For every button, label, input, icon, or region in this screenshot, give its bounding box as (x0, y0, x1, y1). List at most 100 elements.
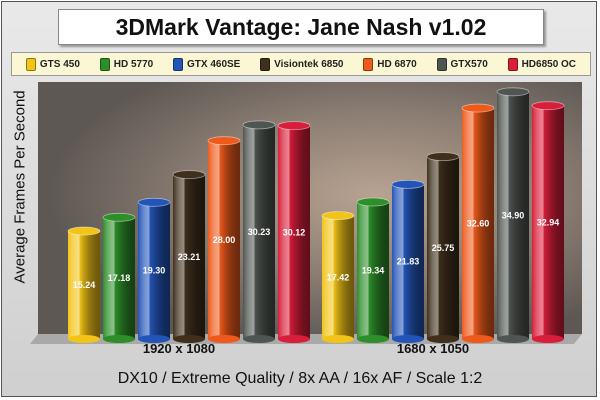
legend-label: GTS 450 (39, 58, 80, 70)
legend-item-hd6850-oc: HD6850 OC (507, 57, 577, 71)
bar-cap (67, 226, 101, 236)
legend: GTS 450 HD 5770 GTX 460SE Visiontek 6850 HD … (11, 52, 591, 76)
bar-gtx570-1680-x-1050: 34.90 (496, 87, 530, 343)
category-labels: 1920 x 1080 1680 x 1050 (143, 341, 469, 356)
legend-swatch (99, 57, 110, 71)
bar-base (497, 335, 529, 343)
legend-swatch (436, 57, 447, 71)
bar-shade (208, 140, 240, 339)
bar-value-label: 34.90 (502, 210, 525, 220)
bar-value-label: 30.12 (283, 227, 306, 237)
bar-shade (278, 125, 310, 340)
bar-cap (242, 120, 276, 130)
bar-shade (357, 202, 389, 339)
bar-value-label: 15.24 (73, 280, 96, 290)
bar-value-label: 28.00 (213, 235, 236, 245)
bar-base (462, 335, 494, 343)
chart-title: 3DMark Vantage: Jane Nash v1.02 (58, 9, 544, 45)
bar-cap (356, 197, 390, 207)
bar-value-label: 17.42 (327, 272, 350, 282)
bar-cap (531, 101, 565, 111)
bar-shade (103, 217, 135, 339)
bar-hd-5770-1680-x-1050: 19.34 (356, 197, 390, 343)
bar-base (208, 335, 240, 343)
bar-cap (137, 197, 171, 207)
bar-gtx570-1920-x-1080: 30.23 (242, 120, 276, 343)
bar-hd-6870-1920-x-1080: 28.00 (207, 136, 241, 343)
bar-shade (243, 124, 275, 339)
bar-value-label: 32.60 (467, 219, 490, 229)
bar-shade (68, 231, 100, 339)
bar-hd6850-oc-1680-x-1050: 32.94 (531, 101, 565, 343)
bar-value-label: 21.83 (397, 257, 420, 267)
bar-gtx-460se-1680-x-1050: 21.83 (391, 179, 425, 343)
legend-label: HD 6870 (377, 58, 417, 70)
bar-gts-450-1920-x-1080: 15.24 (67, 226, 101, 343)
bar-base (392, 335, 424, 343)
bar-visiontek-6850-1920-x-1080: 23.21 (172, 170, 206, 343)
bar-base (322, 335, 354, 343)
legend-item-gtx-460se: GTX 460SE (172, 57, 241, 71)
legend-swatch (363, 57, 374, 71)
bar-shade (462, 108, 494, 339)
bar-value-label: 23.21 (178, 252, 201, 262)
bar-cap (426, 152, 460, 162)
bar-base (427, 335, 459, 343)
bar-base (68, 335, 100, 343)
bar-hd-6870-1680-x-1050: 32.60 (461, 103, 495, 343)
legend-item-gts-450: GTS 450 (25, 57, 80, 71)
bar-value-label: 17.18 (108, 273, 131, 283)
legend-label: GTX 460SE (186, 58, 241, 70)
bar-cap (172, 170, 206, 179)
bar-cap (391, 179, 425, 189)
bar-shade (173, 174, 205, 339)
bar-shade (138, 202, 170, 339)
legend-swatch (507, 57, 518, 71)
bar-gtx-460se-1920-x-1080: 19.30 (137, 197, 171, 343)
bar-value-label: 32.94 (537, 217, 560, 227)
bar-shade (322, 215, 354, 339)
legend-item-hd-6870: HD 6870 (363, 57, 417, 71)
bar-hd6850-oc-1920-x-1080: 30.12 (277, 121, 311, 343)
category-label-1920-x-1080: 1920 x 1080 (143, 341, 215, 356)
bar-cap (102, 212, 136, 222)
bar-base (173, 335, 205, 343)
bar-base (532, 335, 564, 343)
bar-base (138, 335, 170, 343)
legend-label: Visiontek 6850 (274, 58, 344, 70)
bar-cap (207, 136, 241, 146)
legend-swatch (172, 57, 183, 71)
legend-swatch (260, 57, 271, 71)
legend-label: HD 5770 (113, 58, 154, 70)
bar-hd-5770-1920-x-1080: 17.18 (102, 212, 136, 343)
bar-shade (532, 105, 564, 339)
bar-cap (496, 87, 530, 97)
bar-shade (497, 91, 529, 340)
legend-label: GTX570 (450, 58, 488, 70)
bar-cap (321, 211, 355, 221)
legend-swatch (25, 57, 36, 71)
legend-item-hd-5770: HD 5770 (99, 57, 154, 71)
bar-value-label: 19.34 (362, 266, 385, 276)
bar-base (243, 335, 275, 343)
bar-cap (461, 103, 495, 113)
bar-value-label: 25.75 (432, 243, 455, 253)
bar-base (103, 335, 135, 343)
bar-value-label: 30.23 (248, 227, 271, 237)
bar-shade (392, 184, 424, 339)
category-label-1680-x-1050: 1680 x 1050 (397, 341, 469, 356)
bar-value-label: 19.30 (143, 266, 166, 276)
bar-cap (277, 121, 311, 131)
bars-group: 15.24 17.42 17.18 19.34 19.30 21.83 23.21 25.75… (67, 87, 565, 343)
bar-gts-450-1680-x-1050: 17.42 (321, 211, 355, 343)
legend-item-gtx570: GTX570 (436, 57, 488, 71)
bar-base (357, 335, 389, 343)
bar-visiontek-6850-1680-x-1050: 25.75 (426, 152, 460, 343)
bar-base (278, 335, 310, 343)
chart-footnote: DX10 / Extreme Quality / 8x AA / 16x AF … (117, 370, 483, 387)
legend-label: HD6850 OC (521, 58, 577, 70)
bar-shade (427, 156, 459, 339)
legend-item-visiontek-6850: Visiontek 6850 (260, 57, 344, 71)
